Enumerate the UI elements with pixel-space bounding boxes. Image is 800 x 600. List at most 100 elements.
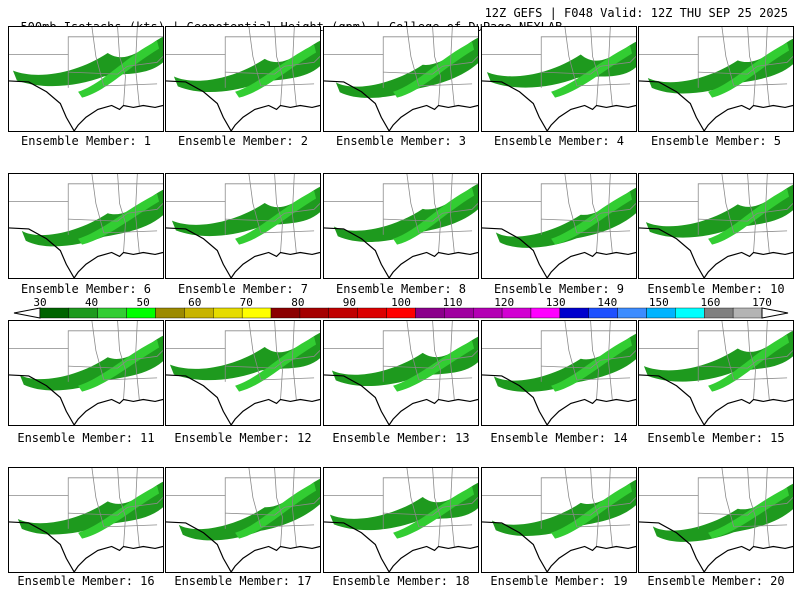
state-border [134, 321, 140, 400]
state-border [764, 174, 770, 253]
state-border [432, 321, 441, 400]
state-border [406, 468, 420, 527]
state-border [68, 212, 128, 222]
state-border [639, 36, 793, 55]
colorbar-tick-label: 120 [494, 296, 515, 309]
wind-plume [169, 332, 320, 381]
ensemble-member-map [8, 26, 164, 132]
ensemble-member-label: Ensemble Member: 11 [17, 431, 155, 445]
ensemble-member-map [481, 173, 637, 279]
state-border [166, 477, 320, 496]
ensemble-member-label: Ensemble Member: 17 [174, 574, 312, 588]
state-border [764, 468, 770, 547]
wind-core [708, 487, 790, 539]
state-border [274, 174, 283, 253]
ensemble-member-label: Ensemble Member: 2 [177, 134, 309, 148]
state-border [449, 468, 455, 547]
ensemble-member-map [165, 26, 321, 132]
state-border [607, 174, 613, 253]
colorbar-swatch [530, 307, 561, 319]
wind-plume [647, 38, 793, 94]
state-border [127, 497, 163, 508]
state-border [166, 330, 320, 349]
colorbar-swatch [386, 307, 416, 319]
wind-core [78, 485, 160, 539]
ensemble-member-label: Ensemble Member: 20 [647, 574, 785, 588]
state-border [639, 330, 793, 349]
state-border [324, 36, 478, 55]
coastline [324, 374, 478, 425]
state-border [91, 468, 105, 527]
state-border [576, 83, 631, 87]
ensemble-member-map [638, 320, 794, 426]
coastline [482, 227, 636, 278]
coastline [9, 227, 163, 278]
state-border [117, 321, 126, 400]
colorbar-swatch [559, 307, 589, 319]
state-border [166, 183, 320, 202]
state-border [274, 468, 283, 547]
wind-core [393, 41, 475, 98]
state-border [134, 468, 140, 547]
colorbar-tick-label: 130 [545, 296, 566, 309]
ensemble-member-label: Ensemble Member: 3 [335, 134, 467, 148]
coastline [639, 521, 793, 572]
state-border [449, 321, 455, 400]
wind-core [393, 340, 475, 392]
wind-core [551, 483, 633, 539]
wind-core [78, 339, 160, 392]
state-border [68, 65, 128, 75]
wind-core [78, 193, 160, 245]
state-border [91, 27, 105, 86]
colorbar-swatch [39, 307, 70, 319]
state-border [103, 83, 158, 87]
colorbar-tick-label: 60 [188, 296, 202, 309]
state-border [442, 497, 478, 508]
state-border [127, 203, 163, 214]
coastline [9, 374, 163, 425]
wind-plume [173, 40, 320, 93]
state-border [733, 377, 788, 381]
state-border [432, 27, 441, 106]
state-border [260, 524, 315, 528]
colorbar-left-arrow [13, 307, 41, 319]
wind-core [393, 187, 475, 245]
state-border [274, 27, 283, 106]
ensemble-member-map [481, 320, 637, 426]
state-border [757, 350, 793, 361]
state-border [541, 359, 601, 369]
colorbar-swatch [415, 307, 445, 319]
wind-plume [645, 184, 793, 238]
state-border [291, 174, 297, 253]
colorbar-tick-label: 80 [291, 296, 305, 309]
coastline [324, 80, 478, 131]
colorbar-swatch [732, 307, 763, 319]
colorbar-tick-label: 140 [597, 296, 618, 309]
ensemble-member-map [481, 467, 637, 573]
colorbar-swatch [501, 307, 532, 319]
state-border [564, 321, 578, 380]
ensemble-member-label: Ensemble Member: 15 [647, 431, 785, 445]
state-border [733, 524, 788, 528]
state-border [564, 468, 578, 527]
state-border [225, 506, 285, 516]
state-border [482, 477, 636, 496]
state-border [324, 477, 478, 496]
colorbar-labels: 30 40 50 60 70 80 90 100 110 120 130 140 150 160 170 [0, 296, 800, 309]
colorbar-swatch [299, 307, 330, 319]
state-border [576, 524, 631, 528]
state-border [383, 359, 443, 369]
colorbar-tick-label: 90 [342, 296, 357, 309]
colorbar-swatch [97, 307, 127, 319]
colorbar-swatch [646, 307, 676, 319]
ensemble-member-label: Ensemble Member: 9 [493, 282, 625, 296]
state-border [383, 65, 443, 75]
state-border [590, 468, 599, 547]
state-border [225, 212, 285, 222]
state-border [103, 230, 158, 234]
state-border [406, 321, 420, 380]
colorbar-swatch [357, 307, 387, 319]
state-border [225, 65, 285, 75]
coastline [482, 80, 636, 131]
state-border [733, 83, 788, 87]
